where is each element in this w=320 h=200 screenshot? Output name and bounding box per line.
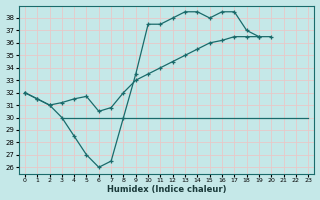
X-axis label: Humidex (Indice chaleur): Humidex (Indice chaleur) <box>107 185 226 194</box>
